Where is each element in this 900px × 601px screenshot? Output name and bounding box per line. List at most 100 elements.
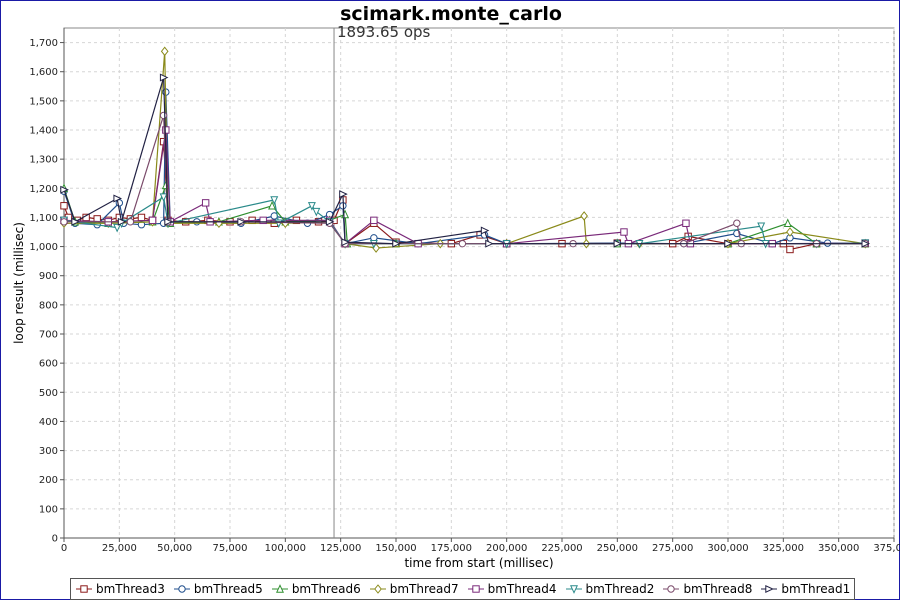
data-point-bmThread6 — [783, 218, 792, 227]
plot-area — [63, 27, 895, 539]
x-tick-label: 25,000 — [102, 543, 137, 554]
data-point-bmThread1 — [113, 194, 123, 203]
legend: bmThread3 bmThread5 bmThread6 bmThread7 bmTh… — [70, 578, 856, 600]
legend-marker-bmThread6 — [275, 584, 284, 593]
annotation-label: 1893.65 ops — [337, 23, 430, 41]
y-tick-label: 1,600 — [29, 67, 58, 78]
legend-label: bmThread8 — [683, 582, 753, 596]
y-tick-label: 1,000 — [29, 242, 58, 253]
data-point-bmThread1 — [325, 217, 335, 226]
y-tick-label: 600 — [39, 359, 58, 370]
x-axis-label: time from start (millisec) — [404, 556, 553, 570]
data-point-bmThread1 — [613, 239, 623, 248]
data-point-bmThread2 — [270, 196, 279, 205]
y-tick-label: 100 — [39, 504, 58, 515]
x-tick-label: 75,000 — [213, 543, 248, 554]
data-point-bmThread2 — [307, 202, 316, 211]
legend-marker-bmThread1 — [765, 585, 775, 593]
legend-label: bmThread1 — [781, 582, 851, 596]
y-tick-label: 0 — [52, 534, 58, 545]
data-point-bmThread8 — [458, 239, 467, 248]
data-point-bmThread8 — [126, 218, 135, 226]
y-tick-label: 1,500 — [29, 96, 58, 107]
legend-label: bmThread6 — [291, 582, 361, 596]
legend-marker-icon — [663, 585, 680, 593]
data-point-bmThread5 — [137, 221, 146, 229]
data-point-bmThread1 — [164, 217, 173, 226]
y-tick-label: 1,200 — [29, 184, 58, 195]
legend-label: bmThread7 — [389, 582, 459, 596]
legend-marker-icon — [565, 585, 582, 594]
data-point-bmThread1 — [480, 226, 490, 235]
data-point-bmThread7 — [580, 211, 588, 221]
data-point-bmThread7 — [786, 227, 794, 237]
data-point-bmThread1 — [71, 217, 80, 226]
legend-item-bmThread2: bmThread2 — [565, 582, 655, 596]
data-point-bmThread2 — [757, 222, 766, 232]
y-axis-label: loop result (millisec) — [12, 222, 26, 344]
y-tick-label: 200 — [39, 475, 58, 486]
x-tick-label: 125,000 — [320, 543, 361, 554]
data-point-bmThread8 — [733, 219, 741, 227]
series-bmThread1 — [60, 73, 871, 248]
legend-marker-icon — [173, 585, 190, 593]
data-point-bmThread1 — [341, 238, 350, 247]
legend-marker-icon — [271, 584, 288, 593]
data-point-bmThread1 — [339, 190, 348, 199]
legend-marker-icon — [76, 585, 92, 593]
legend-item-bmThread5: bmThread5 — [173, 582, 263, 596]
data-point-bmThread1 — [237, 217, 246, 226]
data-point-bmThread3 — [60, 202, 68, 210]
x-tick-label: 300,000 — [707, 543, 748, 554]
legend-marker-icon — [761, 585, 778, 593]
x-tick-label: 350,000 — [818, 543, 859, 554]
legend-label: bmThread5 — [193, 582, 263, 596]
x-tick-label: 50,000 — [157, 543, 192, 554]
legend-item-bmThread8: bmThread8 — [662, 582, 752, 596]
legend-item-bmThread3: bmThread3 — [75, 582, 165, 596]
data-point-bmThread2 — [113, 223, 122, 233]
y-tick-label: 1,100 — [29, 213, 58, 224]
data-point-bmThread3 — [137, 213, 146, 222]
x-tick-label: 250,000 — [597, 543, 638, 554]
legend-marker-bmThread8 — [667, 585, 676, 593]
x-tick-label: 375,000 — [873, 543, 900, 554]
legend-marker-icon — [467, 585, 484, 593]
data-point-bmThread4 — [370, 216, 378, 225]
legend-label: bmThread3 — [96, 582, 165, 596]
x-tick-label: 0 — [61, 543, 67, 554]
y-tick-label: 1,300 — [29, 155, 58, 166]
x-tick-label: 325,000 — [763, 543, 804, 554]
y-tick-label: 1,700 — [29, 38, 58, 49]
data-point-bmThread7 — [160, 46, 169, 57]
legend-item-bmThread6: bmThread6 — [271, 582, 361, 596]
data-point-bmThread1 — [117, 217, 127, 226]
y-tick-label: 900 — [39, 271, 58, 282]
legend-label: bmThread2 — [585, 582, 655, 596]
legend-marker-icon — [369, 584, 386, 594]
y-tick-label: 800 — [39, 300, 58, 311]
data-point-bmThread2 — [312, 207, 321, 217]
series-line-bmThread1 — [63, 77, 866, 245]
x-tick-label: 150,000 — [375, 543, 416, 554]
x-tick-label: 100,000 — [265, 543, 306, 554]
legend-marker-bmThread2 — [569, 585, 578, 594]
data-point-bmThread4 — [259, 216, 267, 225]
data-point-bmThread8 — [159, 111, 168, 120]
x-tick-label: 275,000 — [652, 543, 693, 554]
data-point-bmThread8 — [60, 218, 68, 226]
legend-marker-bmThread4 — [471, 585, 480, 593]
legend-item-bmThread1: bmThread1 — [760, 582, 850, 596]
data-point-bmThread4 — [148, 216, 157, 225]
y-tick-label: 500 — [39, 388, 58, 399]
legend-item-bmThread7: bmThread7 — [369, 582, 459, 596]
data-point-bmThread6 — [268, 200, 277, 210]
data-point-bmThread1 — [724, 239, 733, 248]
x-tick-label: 225,000 — [541, 543, 582, 554]
legend-marker-bmThread3 — [80, 585, 88, 593]
data-point-bmThread1 — [485, 239, 494, 248]
data-point-bmThread4 — [201, 199, 210, 207]
data-point-bmThread1 — [392, 239, 401, 248]
data-point-bmThread1 — [60, 185, 69, 194]
data-point-bmThread1 — [861, 239, 871, 248]
